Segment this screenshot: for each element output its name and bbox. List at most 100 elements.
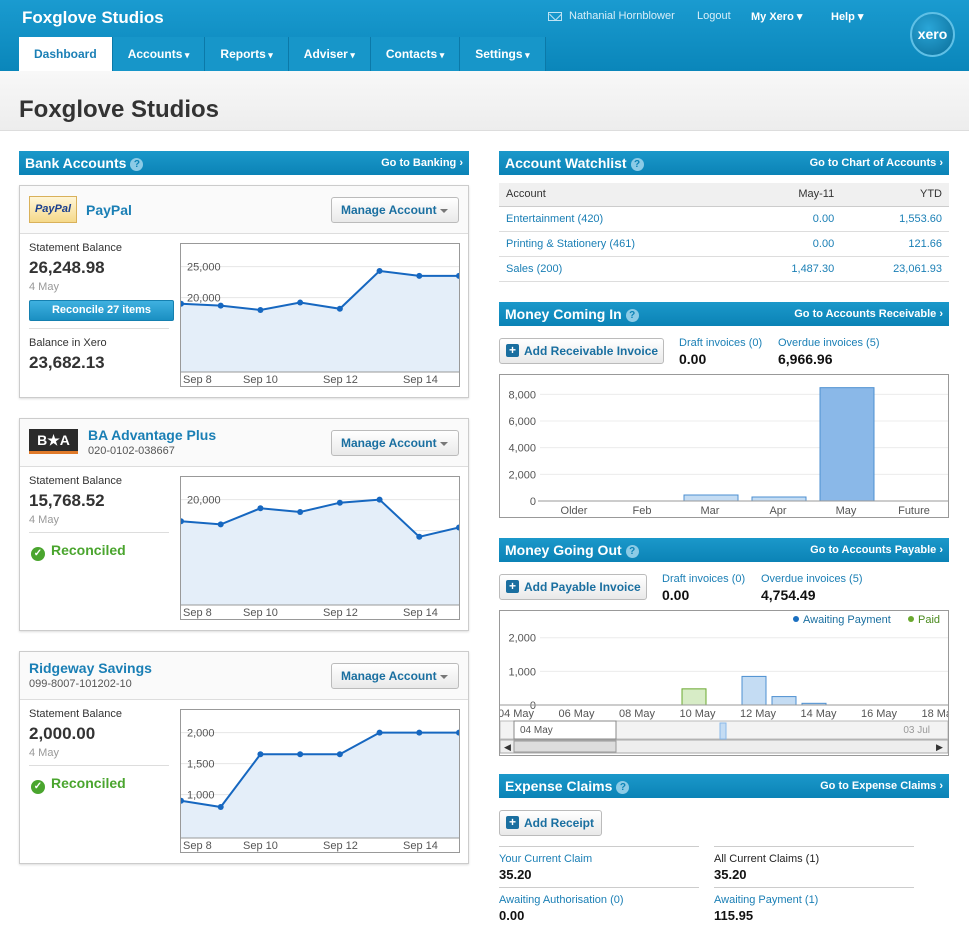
x-tick-label: Sep 14 xyxy=(403,840,438,852)
y-tick-label: 4,000 xyxy=(508,443,536,455)
overdue-invoices-link[interactable]: Overdue invoices (5) xyxy=(761,573,863,585)
draft-invoices-link[interactable]: Draft invoices (0) xyxy=(679,337,763,349)
help-icon[interactable]: ? xyxy=(630,158,644,171)
manage-account-button[interactable]: Manage Account xyxy=(331,430,459,456)
x-tick-label: 04 May xyxy=(500,708,535,720)
bar xyxy=(819,387,875,502)
go-to-chart-of-accounts-link[interactable]: Go to Chart of Accounts › xyxy=(809,157,943,169)
your-current-claim-link[interactable]: Your Current Claim xyxy=(499,853,593,865)
plus-icon: + xyxy=(506,816,519,829)
x-tick-label: Apr xyxy=(769,505,786,517)
help-icon[interactable]: ? xyxy=(130,158,144,171)
tab-label: Accounts xyxy=(127,47,183,61)
user-name[interactable]: Nathanial Hornblower xyxy=(569,10,675,22)
overdue-invoices-link[interactable]: Overdue invoices (5) xyxy=(778,337,880,349)
draft-invoices-link[interactable]: Draft invoices (0) xyxy=(662,573,746,585)
tab-reports[interactable]: Reports ▾ xyxy=(205,37,289,71)
manage-account-button[interactable]: Manage Account xyxy=(331,663,459,689)
tab-accounts[interactable]: Accounts ▾ xyxy=(112,37,206,71)
reconcile-button[interactable]: Reconcile 27 items xyxy=(29,300,174,321)
tab-adviser[interactable]: Adviser ▾ xyxy=(288,37,371,71)
balance-in-xero-label: Balance in Xero xyxy=(29,337,107,349)
y-tick-label: 20,000 xyxy=(187,293,221,305)
xero-logo[interactable]: xero xyxy=(910,12,955,57)
bank-account-header: B★A BA Advantage Plus 020-0102-038667 Ma… xyxy=(20,419,468,467)
user-menu[interactable]: Nathanial Hornblower xyxy=(548,10,675,22)
statement-date: 4 May xyxy=(29,747,59,759)
help-icon[interactable]: ? xyxy=(625,309,639,322)
y-tick-label: 2,000 xyxy=(187,728,215,740)
reconciled-status: ✓ Reconciled xyxy=(31,542,126,561)
bank-account-panel-ridgeway: Ridgeway Savings 099-8007-101202-10 Mana… xyxy=(19,651,469,864)
table-row[interactable]: Sales (200) 1,487.30 23,061.93 xyxy=(499,256,949,282)
data-point xyxy=(297,509,304,515)
table-row[interactable]: Entertainment (420) 0.00 1,553.60 xyxy=(499,206,949,232)
awaiting-authorisation-link[interactable]: Awaiting Authorisation (0) xyxy=(499,894,624,906)
tab-settings[interactable]: Settings ▾ xyxy=(460,37,546,71)
awaiting-payment-link[interactable]: Awaiting Payment (1) xyxy=(714,894,819,906)
divider xyxy=(714,846,914,847)
data-point xyxy=(181,797,184,804)
scrollbar-thumb xyxy=(513,740,617,753)
month-value: 1,487.30 xyxy=(743,256,842,282)
ytd-value: 121.66 xyxy=(841,231,949,257)
bank-account-name[interactable]: BA Advantage Plus xyxy=(88,427,217,443)
statement-balance-value: 15,768.52 xyxy=(29,491,105,510)
tab-dashboard[interactable]: Dashboard xyxy=(19,37,113,71)
go-to-expense-claims-link[interactable]: Go to Expense Claims › xyxy=(820,780,943,792)
bar-awaiting xyxy=(771,696,797,706)
account-name[interactable]: Entertainment (420) xyxy=(499,206,744,232)
x-tick-label: 12 May xyxy=(740,708,777,720)
legend-dot-paid xyxy=(908,616,914,622)
logout-link[interactable]: Logout xyxy=(697,10,731,22)
add-payable-invoice-button[interactable]: + Add Payable Invoice xyxy=(499,574,647,600)
bank-account-name[interactable]: PayPal xyxy=(86,202,132,218)
account-name[interactable]: Printing & Stationery (461) xyxy=(499,231,744,257)
add-receipt-button[interactable]: + Add Receipt xyxy=(499,810,602,836)
y-tick-label: 1,000 xyxy=(508,666,536,678)
go-to-payable-link[interactable]: Go to Accounts Payable › xyxy=(810,544,943,556)
overdue-invoices-value: 6,966.96 xyxy=(778,351,833,367)
series-line xyxy=(181,498,459,538)
tab-label: Reports xyxy=(220,47,266,61)
x-tick-label: Sep 12 xyxy=(323,374,358,386)
go-to-receivable-link[interactable]: Go to Accounts Receivable › xyxy=(794,308,943,320)
top-header: Foxglove Studios Nathanial Hornblower Lo… xyxy=(0,0,969,71)
mail-icon[interactable] xyxy=(548,11,562,21)
manage-account-button[interactable]: Manage Account xyxy=(331,197,459,223)
navigator-mark xyxy=(719,722,727,740)
my-xero-label: My Xero xyxy=(751,11,794,23)
help-icon[interactable]: ? xyxy=(625,545,639,558)
navigator-start-label: 04 May xyxy=(520,725,553,736)
x-tick-label: 08 May xyxy=(619,708,656,720)
x-tick-label: Older xyxy=(561,505,588,517)
add-receivable-label: Add Receivable Invoice xyxy=(524,344,659,358)
reconciled-label: Reconciled xyxy=(51,775,126,791)
x-tick-label: Sep 10 xyxy=(243,374,278,386)
month-value: 0.00 xyxy=(743,231,842,257)
org-name[interactable]: Foxglove Studios xyxy=(22,8,164,27)
data-point xyxy=(416,729,423,736)
statement-balance-label: Statement Balance xyxy=(29,708,122,720)
tab-label: Dashboard xyxy=(34,47,97,61)
page-title-bar xyxy=(0,71,969,131)
add-payable-label: Add Payable Invoice xyxy=(524,580,641,594)
my-xero-menu[interactable]: My Xero ▾ xyxy=(751,11,803,23)
bank-accounts-header: Bank Accounts? Go to Banking › xyxy=(19,151,469,175)
bank-account-name[interactable]: Ridgeway Savings xyxy=(29,660,152,676)
y-tick-label: 6,000 xyxy=(508,416,536,428)
money-in-header: Money Coming In? Go to Accounts Receivab… xyxy=(499,302,949,326)
help-menu[interactable]: Help ▾ xyxy=(831,11,864,23)
tab-contacts[interactable]: Contacts ▾ xyxy=(370,37,461,71)
help-icon[interactable]: ? xyxy=(616,781,630,794)
account-name[interactable]: Sales (200) xyxy=(499,256,744,282)
watchlist-header: Account Watchlist? Go to Chart of Accoun… xyxy=(499,151,949,175)
watchlist-table: Account May-11 YTD Entertainment (420) 0… xyxy=(499,183,949,282)
awaiting-authorisation-value: 0.00 xyxy=(499,908,525,923)
add-receivable-invoice-button[interactable]: + Add Receivable Invoice xyxy=(499,338,664,364)
table-row[interactable]: Printing & Stationery (461) 0.00 121.66 xyxy=(499,231,949,257)
data-point xyxy=(297,299,304,306)
navigator-end-label: 03 Jul xyxy=(903,725,930,736)
go-to-banking-link[interactable]: Go to Banking › xyxy=(381,157,463,169)
x-tick-label: Sep 12 xyxy=(323,840,358,852)
